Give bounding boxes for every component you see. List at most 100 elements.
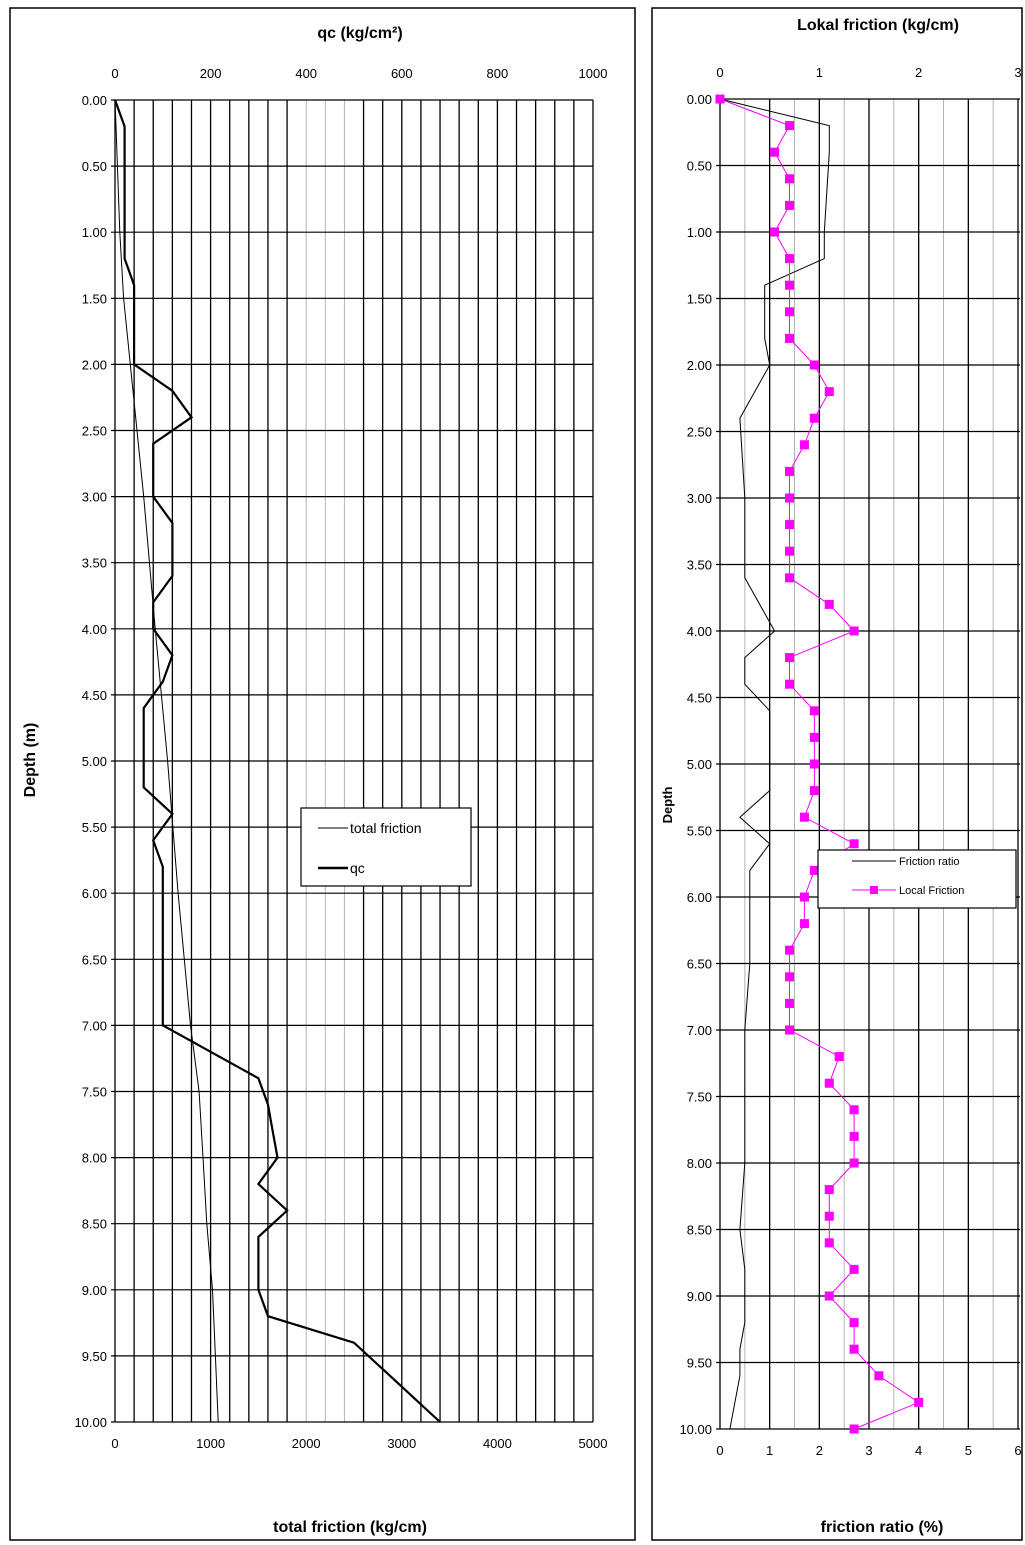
- data-point: [785, 200, 795, 210]
- left-legend-box: [300, 807, 472, 887]
- legend-label-local-friction: Local Friction: [899, 885, 964, 897]
- y-tick-label: 0.50: [82, 159, 107, 174]
- y-tick-label: 0.00: [687, 92, 712, 107]
- y-tick-label: 1.50: [687, 292, 712, 307]
- y-tick-label: 7.50: [687, 1090, 712, 1105]
- y-tick-label: 4.00: [82, 622, 107, 637]
- y-tick-label: 6.00: [82, 886, 107, 901]
- left-bottom-title: total friction (kg/cm): [273, 1519, 427, 1536]
- data-point: [809, 786, 819, 796]
- data-point: [770, 227, 780, 237]
- legend-label-qc: qc: [350, 860, 365, 876]
- y-tick-label: 2.00: [82, 357, 107, 372]
- x-bottom-tick-label: 1: [766, 1443, 773, 1458]
- data-point: [785, 333, 795, 343]
- y-tick-label: 8.00: [687, 1156, 712, 1171]
- x-bottom-tick-label: 2: [816, 1443, 823, 1458]
- x-bottom-tick-label: 0: [111, 1436, 118, 1451]
- y-tick-label: 5.00: [687, 757, 712, 772]
- left-grid: [111, 99, 594, 1423]
- right-ticks: 0.00 0.50 1.00 1.50 2.00 2.50 3.00 3.50 4.00 4.50…: [679, 65, 1021, 1458]
- data-point: [785, 520, 795, 530]
- data-point: [849, 1105, 859, 1115]
- x-top-tick-label: 1000: [579, 66, 608, 81]
- legend-marker-local-friction: [870, 886, 878, 894]
- x-bottom-tick-label: 1000: [196, 1436, 225, 1451]
- data-point: [785, 466, 795, 476]
- x-bottom-tick-label: 4: [915, 1443, 922, 1458]
- y-tick-label: 3.00: [687, 491, 712, 506]
- data-point: [849, 1131, 859, 1141]
- x-top-tick-label: 2: [915, 65, 922, 80]
- y-tick-label: 4.50: [82, 688, 107, 703]
- data-point: [785, 679, 795, 689]
- y-tick-label: 8.50: [82, 1217, 107, 1232]
- legend-label-total-friction: total friction: [350, 820, 422, 836]
- data-point: [785, 1025, 795, 1035]
- y-tick-label: 9.50: [687, 1356, 712, 1371]
- y-tick-label: 10.00: [74, 1415, 107, 1430]
- x-bottom-tick-label: 2000: [292, 1436, 321, 1451]
- y-tick-label: 9.00: [82, 1283, 107, 1298]
- x-bottom-tick-label: 3: [865, 1443, 872, 1458]
- y-tick-label: 0.50: [687, 159, 712, 174]
- data-point: [809, 706, 819, 716]
- y-tick-label: 1.50: [82, 291, 107, 306]
- data-point: [849, 839, 859, 849]
- y-tick-label: 6.00: [687, 890, 712, 905]
- x-bottom-tick-label: 5: [965, 1443, 972, 1458]
- x-bottom-tick-label: 4000: [483, 1436, 512, 1451]
- y-tick-label: 2.50: [687, 425, 712, 440]
- data-point: [849, 1318, 859, 1328]
- y-tick-label: 4.50: [687, 691, 712, 706]
- left-top-title: qc (kg/cm²): [317, 25, 402, 42]
- y-tick-label: 3.50: [687, 558, 712, 573]
- data-point: [914, 1397, 924, 1407]
- y-tick-label: 1.00: [82, 225, 107, 240]
- left-ticks: 0.00 0.50 1.00 1.50 2.00 2.50 3.00 3.50 4.00 4.50…: [74, 66, 607, 1451]
- right-grid: [716, 98, 1020, 1430]
- y-tick-label: 7.00: [82, 1018, 107, 1033]
- data-point: [874, 1371, 884, 1381]
- data-point: [785, 307, 795, 317]
- data-point: [799, 919, 809, 929]
- y-tick-label: 5.00: [82, 754, 107, 769]
- right-panel-border: [651, 7, 1023, 1541]
- x-top-tick-label: 800: [487, 66, 509, 81]
- right-legend-box: [817, 849, 1017, 909]
- data-point: [849, 1264, 859, 1274]
- data-point: [785, 972, 795, 982]
- y-tick-label: 6.50: [687, 957, 712, 972]
- left-legend: total friction qc: [300, 807, 472, 887]
- x-top-tick-label: 400: [295, 66, 317, 81]
- y-tick-label: 9.50: [82, 1349, 107, 1364]
- left-panel-border: [9, 7, 636, 1541]
- y-tick-label: 2.50: [82, 424, 107, 439]
- right-legend: Friction ratio Local Friction: [817, 849, 1017, 909]
- y-tick-label: 8.50: [687, 1223, 712, 1238]
- data-point: [809, 413, 819, 423]
- y-tick-label: 3.00: [82, 490, 107, 505]
- data-point: [785, 174, 795, 184]
- data-point: [849, 1344, 859, 1354]
- right-series: [715, 94, 924, 1434]
- data-point: [809, 759, 819, 769]
- x-bottom-tick-label: 0: [716, 1443, 723, 1458]
- data-point: [809, 732, 819, 742]
- x-top-tick-label: 600: [391, 66, 413, 81]
- data-point: [824, 1291, 834, 1301]
- data-point: [785, 546, 795, 556]
- legend-label-friction-ratio: Friction ratio: [899, 856, 960, 868]
- x-top-tick-label: 200: [200, 66, 222, 81]
- data-point: [809, 865, 819, 875]
- data-point: [785, 280, 795, 290]
- data-point: [824, 387, 834, 397]
- x-top-tick-label: 3: [1014, 65, 1021, 80]
- data-point: [824, 1211, 834, 1221]
- data-point: [799, 892, 809, 902]
- left-series: [113, 99, 441, 1423]
- series-line-qc: [113, 99, 441, 1423]
- data-point: [809, 360, 819, 370]
- x-top-tick-label: 0: [716, 65, 723, 80]
- y-tick-label: 10.00: [679, 1422, 712, 1437]
